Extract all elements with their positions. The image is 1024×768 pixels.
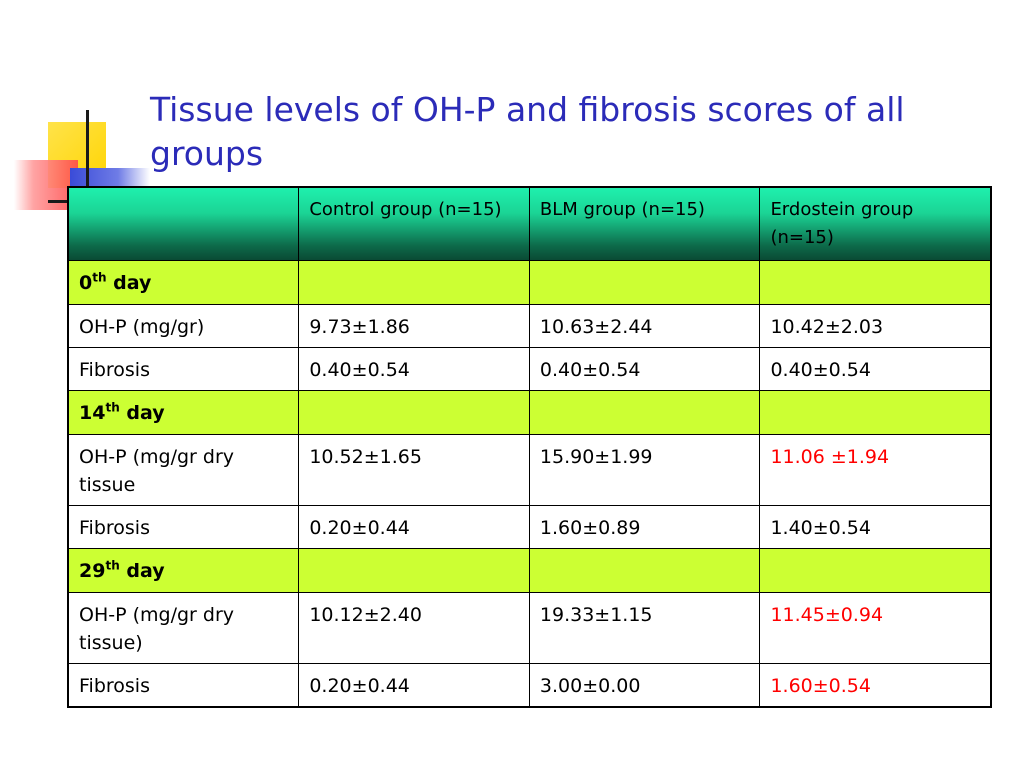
control-value-cell: 0.20±0.44 <box>298 662 530 707</box>
ornament-vertical-line <box>86 110 89 228</box>
day-number: 29 <box>79 559 106 582</box>
day-empty-cell <box>298 259 530 305</box>
day-empty-cell <box>759 547 992 593</box>
table-row: Fibrosis 0.40±0.54 0.40±0.54 0.40±0.54 <box>67 346 992 391</box>
control-value-cell: 0.40±0.54 <box>298 346 530 391</box>
day-section-row: 29th day <box>67 547 992 593</box>
day-number: 0 <box>79 271 93 294</box>
day-word: day <box>113 271 152 294</box>
blm-value-cell: 3.00±0.00 <box>528 662 761 707</box>
table-header-row: Control group (n=15) BLM group (n=15) Er… <box>67 186 992 261</box>
table-row: OH-P (mg/gr dry tissue) 10.12±2.40 19.33±1… <box>67 591 992 664</box>
control-value-cell: 9.73±1.86 <box>298 303 530 348</box>
day-empty-cell <box>298 389 530 435</box>
day-empty-cell <box>528 389 761 435</box>
blm-value-cell: 10.63±2.44 <box>528 303 761 348</box>
control-value-cell: 10.12±2.40 <box>298 591 530 664</box>
day-empty-cell <box>528 547 761 593</box>
blm-value-cell: 19.33±1.15 <box>528 591 761 664</box>
erdostein-value-cell: 1.60±0.54 <box>759 662 992 707</box>
header-cell-control: Control group (n=15) <box>298 186 530 261</box>
day-suffix: th <box>105 558 120 573</box>
day-word: day <box>126 401 165 424</box>
day-section-row: 14th day <box>67 389 992 435</box>
row-label-cell: Fibrosis <box>67 662 300 707</box>
erdostein-value-cell: 0.40±0.54 <box>759 346 992 391</box>
erdostein-value-cell: 10.42±2.03 <box>759 303 992 348</box>
day-empty-cell <box>759 389 992 435</box>
results-table: Control group (n=15) BLM group (n=15) Er… <box>67 186 992 708</box>
row-label-cell: OH-P (mg/gr dry tissue) <box>67 591 300 664</box>
row-label-cell: OH-P (mg/gr dry tissue <box>67 433 300 506</box>
day-label-cell: 14th day <box>67 389 300 435</box>
day-empty-cell <box>528 259 761 305</box>
slide-title: Tissue levels of OH-P and fibrosis score… <box>150 90 905 173</box>
day-empty-cell <box>759 259 992 305</box>
table-row: Fibrosis 0.20±0.44 1.60±0.89 1.40±0.54 <box>67 504 992 549</box>
erdostein-value-cell: 1.40±0.54 <box>759 504 992 549</box>
day-suffix: th <box>92 270 107 285</box>
header-cell-erdostein: Erdostein group (n=15) <box>759 186 992 261</box>
day-label-cell: 29th day <box>67 547 300 593</box>
erdostein-value-cell: 11.06 ±1.94 <box>759 433 992 506</box>
day-empty-cell <box>298 547 530 593</box>
blm-value-cell: 0.40±0.54 <box>528 346 761 391</box>
day-section-row: 0th day <box>67 259 992 305</box>
control-value-cell: 10.52±1.65 <box>298 433 530 506</box>
erdostein-value-cell: 11.45±0.94 <box>759 591 992 664</box>
table-row: Fibrosis 0.20±0.44 3.00±0.00 1.60±0.54 <box>67 662 992 707</box>
day-suffix: th <box>105 400 120 415</box>
blm-value-cell: 15.90±1.99 <box>528 433 761 506</box>
row-label-cell: OH-P (mg/gr) <box>67 303 300 348</box>
row-label-cell: Fibrosis <box>67 504 300 549</box>
day-number: 14 <box>79 401 106 424</box>
control-value-cell: 0.20±0.44 <box>298 504 530 549</box>
table-body: 0th day OH-P (mg/gr) 9.73±1.86 10.63±2.44 10… <box>67 259 992 707</box>
header-cell-empty <box>67 186 300 261</box>
header-cell-blm: BLM group (n=15) <box>528 186 761 261</box>
day-word: day <box>126 559 165 582</box>
table-row: OH-P (mg/gr dry tissue 10.52±1.65 15.90±1.… <box>67 433 992 506</box>
blm-value-cell: 1.60±0.89 <box>528 504 761 549</box>
row-label-cell: Fibrosis <box>67 346 300 391</box>
day-label-cell: 0th day <box>67 259 300 305</box>
table-row: OH-P (mg/gr) 9.73±1.86 10.63±2.44 10.42±2.0… <box>67 303 992 348</box>
ornament-horizontal-line <box>48 200 74 203</box>
